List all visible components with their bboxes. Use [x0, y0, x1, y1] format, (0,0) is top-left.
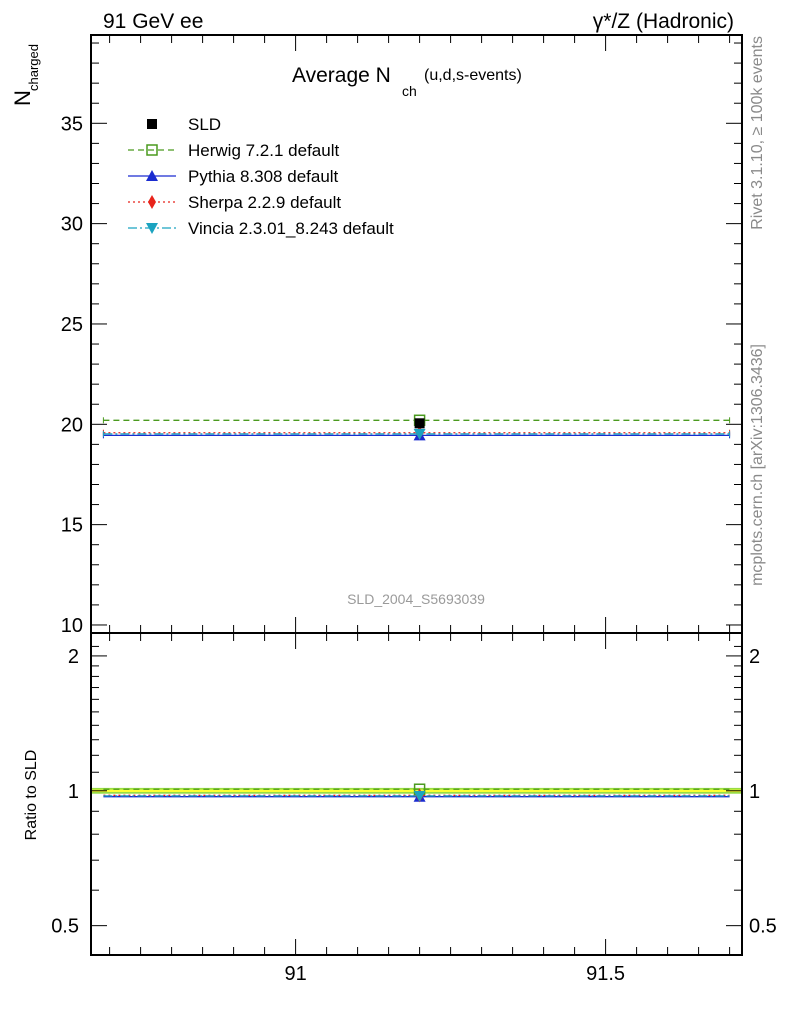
- ratio-xtick-label: 91: [284, 963, 306, 985]
- title-sub: ch: [402, 83, 417, 99]
- header-left: 91 GeV ee: [103, 10, 203, 33]
- main-panel: 10 15 20 25 30 35: [61, 34, 743, 637]
- mcplots-label: mcplots.cern.ch [arXiv:1306.3436]: [749, 344, 766, 586]
- ratio-xtick-label: 91.5: [586, 963, 625, 985]
- legend-marker-vincia: [146, 223, 158, 234]
- legend-marker-data: [147, 119, 157, 129]
- main-ytick-label: 25: [61, 314, 83, 336]
- ratio-ytick-label-left: 1: [68, 781, 79, 803]
- ratio-frame: [90, 632, 743, 956]
- legend-marker-herwig: [146, 144, 158, 156]
- main-marker-data: [414, 418, 425, 429]
- header-right: γ*/Z (Hadronic): [593, 10, 734, 33]
- legend-label-sherpa: Sherpa 2.2.9 default: [188, 193, 341, 212]
- analysis-watermark: SLD_2004_S5693039: [347, 591, 485, 607]
- legend-label-pythia: Pythia 8.308 default: [188, 167, 339, 186]
- plot-title: Average N ch (u,d,s-events): [292, 64, 522, 99]
- rivet-label: Rivet 3.1.10, ≥ 100k events: [749, 36, 766, 230]
- ratio-ylabel: Ratio to SLD: [23, 750, 40, 841]
- legend-label-herwig: Herwig 7.2.1 default: [188, 141, 339, 160]
- main-ylabel-sub: charged: [26, 44, 41, 91]
- ratio-ytick-label-right: 0.5: [749, 916, 777, 938]
- ratio-panel: 91 91.5 0.5 0.5 1 1 2 2: [51, 632, 777, 985]
- ratio-marker-vincia: [413, 790, 426, 802]
- ratio-ytick-label-right: 1: [749, 781, 760, 803]
- title-suffix: (u,d,s-events): [424, 67, 522, 84]
- main-ytick-label: 10: [61, 615, 83, 637]
- main-ytick-label: 35: [61, 113, 83, 135]
- ratio-ytick-label-left: 0.5: [51, 916, 79, 938]
- main-ylabel: N charged: [10, 44, 41, 106]
- legend-label-vincia: Vincia 2.3.01_8.243 default: [188, 219, 394, 238]
- main-ytick-label: 15: [61, 515, 83, 537]
- main-ytick-label: 30: [61, 214, 83, 236]
- main-marker-vincia: [413, 428, 426, 440]
- ratio-ytick-label-right: 2: [749, 646, 760, 668]
- main-ylabel-main: N: [10, 90, 35, 106]
- legend-marker-pythia: [146, 170, 158, 181]
- legend-label-data: SLD: [188, 115, 221, 134]
- main-ytick-label: 20: [61, 414, 83, 436]
- legend: SLD Herwig 7.2.1 default Pythia 8.308 defa…: [128, 115, 394, 238]
- ratio-band-inner: [91, 789, 742, 792]
- legend-marker-sherpa: [148, 195, 156, 209]
- ratio-ytick-label-left: 2: [68, 646, 79, 668]
- title-main: Average N: [292, 64, 391, 87]
